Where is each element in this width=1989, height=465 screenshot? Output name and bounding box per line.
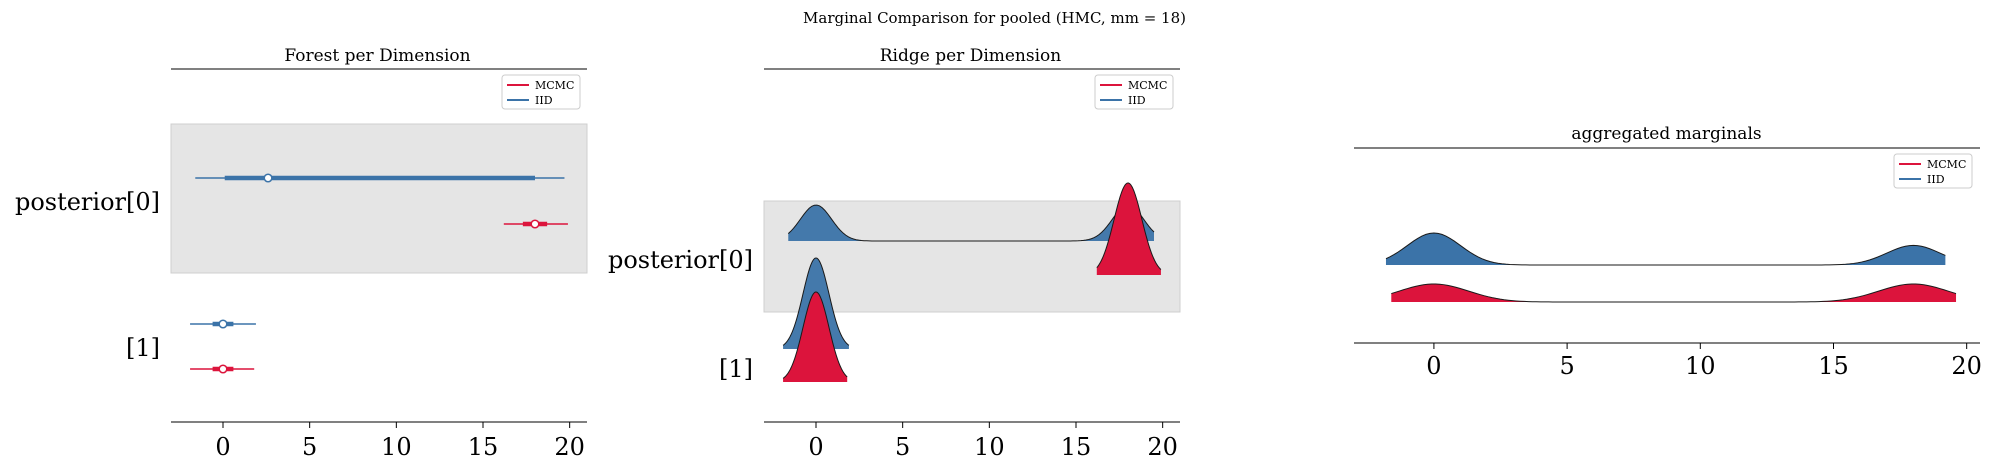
point-estimate — [530, 219, 540, 229]
figure-suptitle: Marginal Comparison for pooled (HMC, mm … — [803, 9, 1186, 27]
legend-label: IID — [1128, 94, 1146, 107]
aggregated-density-mcmc — [1391, 283, 1957, 303]
x-tick-label: 0 — [808, 433, 823, 461]
y-tick-label: [1] — [719, 355, 753, 383]
density-outline — [787, 204, 1155, 242]
ridge-density-mcmc — [782, 291, 848, 382]
panel-title: aggregated marginals — [1571, 124, 1761, 144]
density-outline — [1385, 232, 1946, 266]
x-tick-label: 15 — [468, 433, 499, 461]
forest-interval-mcmc — [503, 219, 568, 229]
density-fill — [1385, 233, 1946, 265]
x-tick-label: 15 — [1818, 352, 1849, 380]
forest-interval-mcmc — [190, 364, 255, 374]
legend-label: MCMC — [1927, 158, 1966, 171]
y-tick-label: posterior[0] — [608, 246, 753, 274]
aggregated-panel: aggregated marginals 0 5 10 15 20 MCMC IID — [1354, 124, 1982, 380]
x-tick-label: 0 — [1426, 352, 1441, 380]
x-tick-label: 15 — [1061, 433, 1092, 461]
density-fill — [1096, 183, 1161, 275]
x-tick-label: 5 — [302, 433, 317, 461]
x-tick-label: 10 — [974, 433, 1005, 461]
point-estimate — [218, 364, 228, 374]
legend-label: MCMC — [1128, 79, 1167, 92]
y-tick-label: [1] — [126, 334, 160, 362]
x-tick-label: 20 — [1951, 352, 1982, 380]
density-outline — [1391, 283, 1957, 303]
y-tick-label: posterior[0] — [15, 188, 160, 216]
legend-label: IID — [1927, 173, 1945, 186]
forest-interval-iid — [195, 173, 565, 183]
forest-interval-iid — [190, 319, 256, 329]
ridge-density-mcmc — [1096, 182, 1162, 275]
density-fill — [783, 292, 848, 382]
panel-title: Ridge per Dimension — [880, 46, 1062, 66]
density-outline — [782, 291, 848, 379]
x-tick-label: 5 — [1559, 352, 1574, 380]
density-outline — [1096, 182, 1162, 270]
x-tick-label: 20 — [554, 433, 585, 461]
panel-title: Forest per Dimension — [284, 46, 470, 66]
density-outline — [782, 257, 850, 346]
forest-panel: Forest per Dimension posterior[0] [1] 0 5 10… — [15, 46, 588, 461]
x-tick-label: 10 — [381, 433, 412, 461]
aggregated-density-iid — [1385, 232, 1946, 266]
ridge-panel: Ridge per Dimension posterior[0] [1] 0 5 10 1… — [608, 46, 1181, 461]
point-estimate — [263, 173, 273, 183]
legend-label: MCMC — [535, 79, 574, 92]
x-tick-label: 10 — [1685, 352, 1716, 380]
x-tick-label: 5 — [895, 433, 910, 461]
highlight-band — [170, 123, 588, 274]
legend-label: IID — [535, 94, 553, 107]
x-tick-label: 0 — [215, 433, 230, 461]
point-estimate — [218, 319, 228, 329]
x-tick-label: 20 — [1147, 433, 1178, 461]
